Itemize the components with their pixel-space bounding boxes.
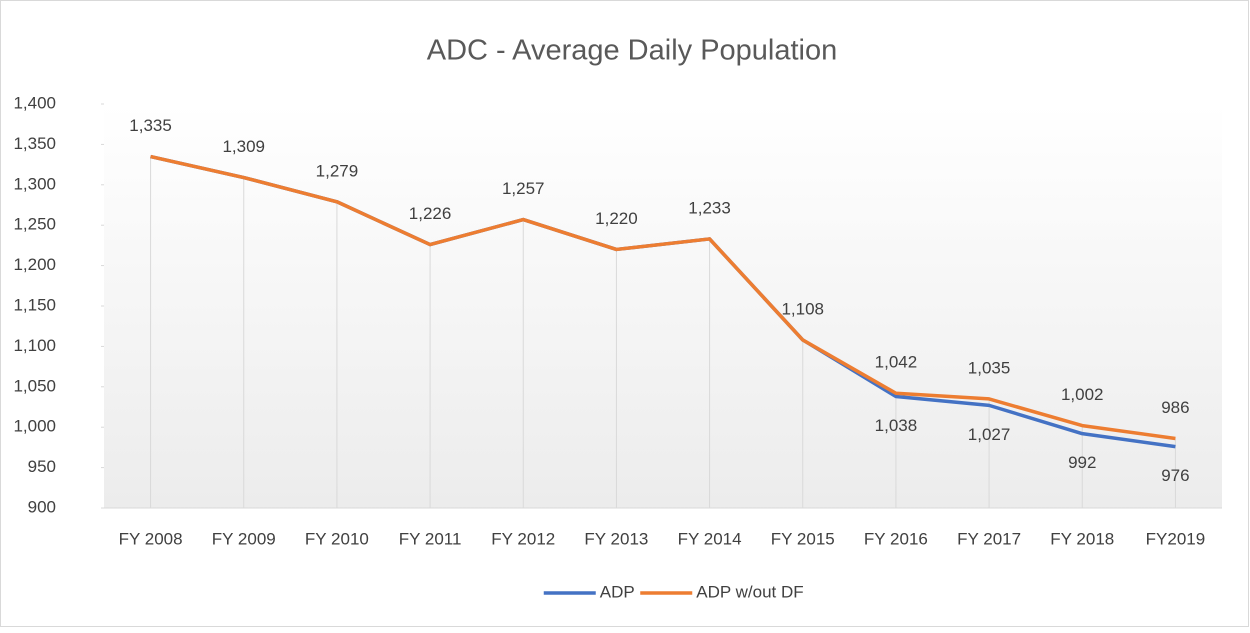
data-label: 1,035: [968, 358, 1011, 377]
y-tick-label: 1,100: [13, 336, 56, 355]
legend-label: ADP w/out DF: [696, 582, 803, 601]
x-tick-label: FY 2015: [771, 529, 835, 548]
data-label: 992: [1068, 453, 1096, 472]
chart-title: ADC - Average Daily Population: [427, 35, 838, 67]
y-tick-label: 950: [28, 457, 56, 476]
data-label: 1,042: [875, 353, 918, 372]
plot-area: [104, 104, 1222, 508]
data-label: 1,279: [316, 161, 359, 180]
series-line: [150, 154, 1176, 441]
data-label: 1,220: [595, 209, 638, 228]
data-label: 1,108: [781, 299, 824, 318]
data-label: 1,309: [222, 137, 265, 156]
data-label: 1,027: [968, 425, 1011, 444]
data-label: 1,257: [502, 179, 545, 198]
data-label: 1,002: [1061, 385, 1104, 404]
x-tick-label: FY 2014: [678, 529, 742, 548]
data-label: 1,335: [129, 116, 172, 135]
y-tick-label: 1,350: [13, 134, 56, 153]
legend-label: ADP: [600, 582, 635, 601]
data-label: 986: [1161, 398, 1189, 417]
data-label: 976: [1161, 466, 1189, 485]
y-tick-label: 1,300: [13, 174, 56, 193]
x-tick-label: FY 2017: [957, 529, 1021, 548]
x-tick-label: FY 2018: [1050, 529, 1114, 548]
y-tick-label: 1,150: [13, 295, 56, 314]
y-tick-label: 1,200: [13, 255, 56, 274]
x-tick-label: FY 2016: [864, 529, 928, 548]
data-label: 1,038: [875, 416, 918, 435]
y-tick-label: 1,050: [13, 376, 56, 395]
x-tick-label: FY 2009: [212, 529, 276, 548]
x-tick-label: FY 2008: [119, 529, 183, 548]
x-tick-label: FY 2010: [305, 529, 369, 548]
x-tick-label: FY 2013: [584, 529, 648, 548]
x-tick-label: FY 2011: [399, 529, 462, 548]
data-label: 1,233: [688, 198, 731, 217]
y-tick-label: 1,000: [13, 417, 56, 436]
y-tick-label: 1,400: [13, 93, 56, 112]
x-tick-label: FY2019: [1146, 529, 1206, 548]
x-tick-label: FY 2012: [491, 529, 555, 548]
y-tick-label: 1,250: [13, 215, 56, 234]
y-tick-label: 900: [28, 497, 56, 516]
data-label: 1,226: [409, 204, 452, 223]
